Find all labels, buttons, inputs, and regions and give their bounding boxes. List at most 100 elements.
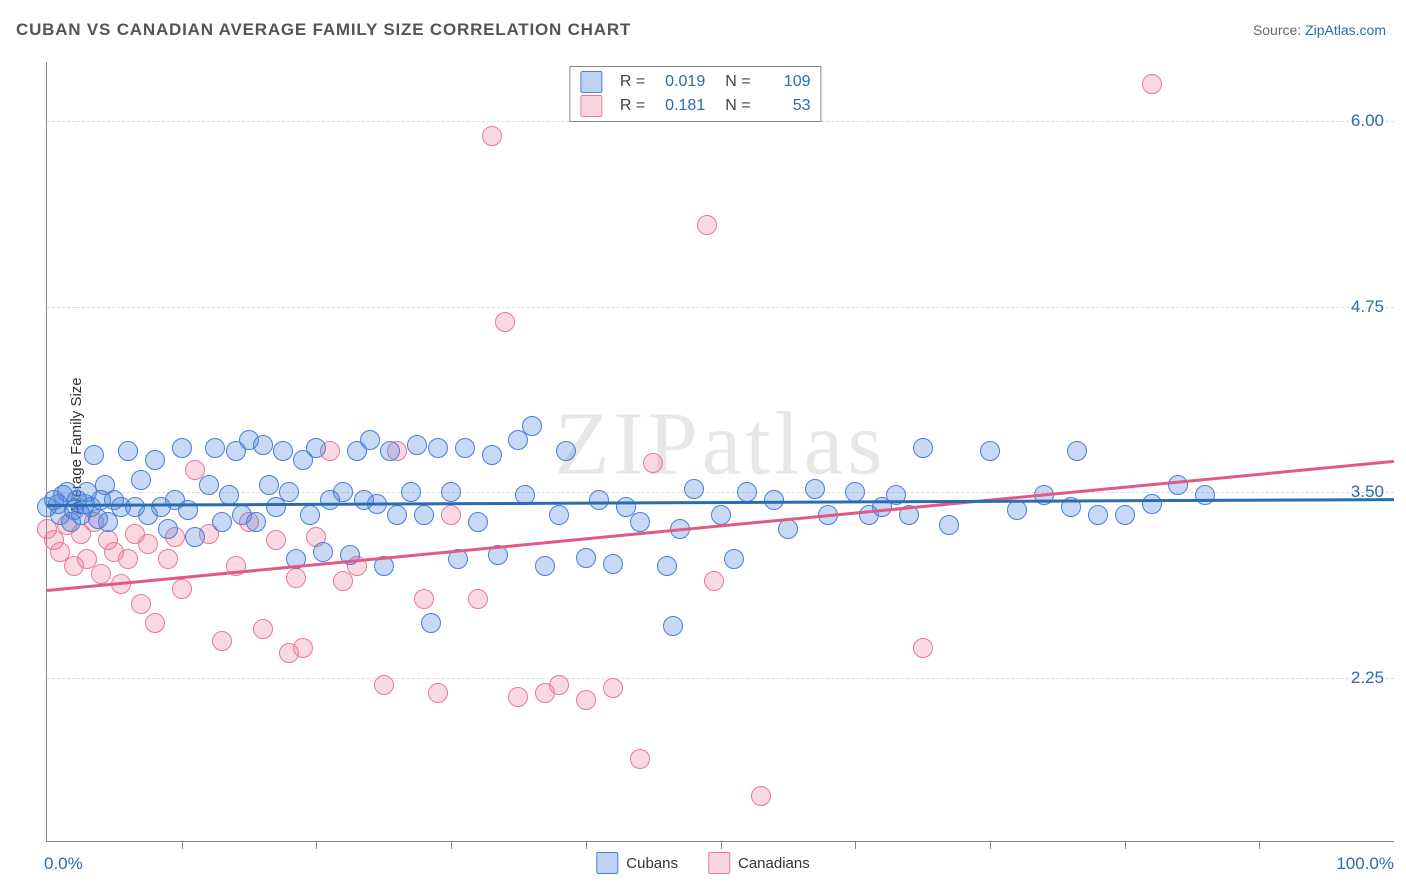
scatter-point: [603, 678, 623, 698]
scatter-point: [421, 613, 441, 633]
scatter-point: [913, 438, 933, 458]
n-value: 109: [761, 73, 811, 91]
scatter-point: [131, 594, 151, 614]
gridline: [47, 307, 1394, 308]
legend-row: R = 0.181 N = 53: [580, 94, 811, 118]
scatter-point: [535, 556, 555, 576]
x-tick: [316, 841, 317, 849]
scatter-point: [306, 438, 326, 458]
x-tick: [182, 841, 183, 849]
source-link[interactable]: ZipAtlas.com: [1305, 22, 1386, 38]
scatter-point: [313, 542, 333, 562]
r-value: 0.181: [655, 97, 705, 115]
source-attribution: Source: ZipAtlas.com: [1253, 22, 1386, 38]
scatter-point: [172, 579, 192, 599]
scatter-point: [253, 435, 273, 455]
legend-item-canadians: Canadians: [708, 852, 810, 874]
scatter-point: [630, 749, 650, 769]
r-value: 0.019: [655, 73, 705, 91]
scatter-point: [266, 530, 286, 550]
x-tick: [721, 841, 722, 849]
scatter-point: [704, 571, 724, 591]
scatter-point: [441, 505, 461, 525]
scatter-point: [414, 589, 434, 609]
scatter-point: [414, 505, 434, 525]
scatter-point: [293, 638, 313, 658]
scatter-point: [428, 438, 448, 458]
scatter-point: [751, 786, 771, 806]
x-tick: [990, 841, 991, 849]
scatter-point: [1142, 494, 1162, 514]
legend-label: Canadians: [738, 855, 810, 872]
scatter-point: [737, 482, 757, 502]
scatter-point: [549, 675, 569, 695]
scatter-point: [374, 675, 394, 695]
legend-row: R = 0.019 N = 109: [580, 70, 811, 94]
scatter-point: [407, 435, 427, 455]
scatter-point: [333, 482, 353, 502]
n-label: N =: [725, 97, 750, 115]
scatter-point: [913, 638, 933, 658]
gridline: [47, 678, 1394, 679]
scatter-point: [131, 470, 151, 490]
scatter-point: [603, 554, 623, 574]
scatter-point: [522, 416, 542, 436]
series-legend: Cubans Canadians: [596, 852, 809, 874]
scatter-point: [482, 445, 502, 465]
scatter-point: [711, 505, 731, 525]
plot-area: ZIPatlas R = 0.019 N = 109 R = 0.181 N =…: [46, 62, 1394, 842]
scatter-point: [455, 438, 475, 458]
x-tick: [586, 841, 587, 849]
scatter-point: [172, 438, 192, 458]
y-tick-label: 6.00: [1351, 111, 1384, 131]
scatter-point: [259, 475, 279, 495]
scatter-point: [279, 482, 299, 502]
scatter-point: [360, 430, 380, 450]
source-label: Source:: [1253, 22, 1301, 38]
x-axis-min-label: 0.0%: [44, 854, 83, 874]
swatch-pink-icon: [580, 95, 602, 117]
scatter-point: [91, 564, 111, 584]
scatter-point: [185, 527, 205, 547]
scatter-point: [401, 482, 421, 502]
scatter-point: [300, 505, 320, 525]
swatch-blue-icon: [580, 71, 602, 93]
r-label: R =: [620, 97, 645, 115]
x-axis-max-label: 100.0%: [1336, 854, 1394, 874]
scatter-point: [212, 512, 232, 532]
scatter-point: [387, 505, 407, 525]
scatter-point: [84, 445, 104, 465]
scatter-point: [576, 548, 596, 568]
scatter-point: [468, 512, 488, 532]
y-tick-label: 2.25: [1351, 668, 1384, 688]
scatter-point: [273, 441, 293, 461]
scatter-point: [643, 453, 663, 473]
legend-label: Cubans: [626, 855, 678, 872]
scatter-point: [589, 490, 609, 510]
x-tick: [855, 841, 856, 849]
scatter-point: [697, 215, 717, 235]
x-tick: [1125, 841, 1126, 849]
chart-title: CUBAN VS CANADIAN AVERAGE FAMILY SIZE CO…: [16, 20, 631, 40]
scatter-point: [663, 616, 683, 636]
scatter-point: [939, 515, 959, 535]
scatter-point: [1067, 441, 1087, 461]
scatter-point: [482, 126, 502, 146]
scatter-point: [158, 519, 178, 539]
scatter-point: [576, 690, 596, 710]
legend-item-cubans: Cubans: [596, 852, 678, 874]
scatter-point: [805, 479, 825, 499]
scatter-point: [657, 556, 677, 576]
n-value: 53: [761, 97, 811, 115]
scatter-point: [145, 613, 165, 633]
scatter-point: [1195, 485, 1215, 505]
scatter-point: [724, 549, 744, 569]
scatter-point: [428, 683, 448, 703]
scatter-point: [205, 438, 225, 458]
scatter-point: [286, 568, 306, 588]
scatter-point: [138, 534, 158, 554]
y-tick-label: 4.75: [1351, 297, 1384, 317]
scatter-point: [1142, 74, 1162, 94]
r-label: R =: [620, 73, 645, 91]
gridline: [47, 492, 1394, 493]
